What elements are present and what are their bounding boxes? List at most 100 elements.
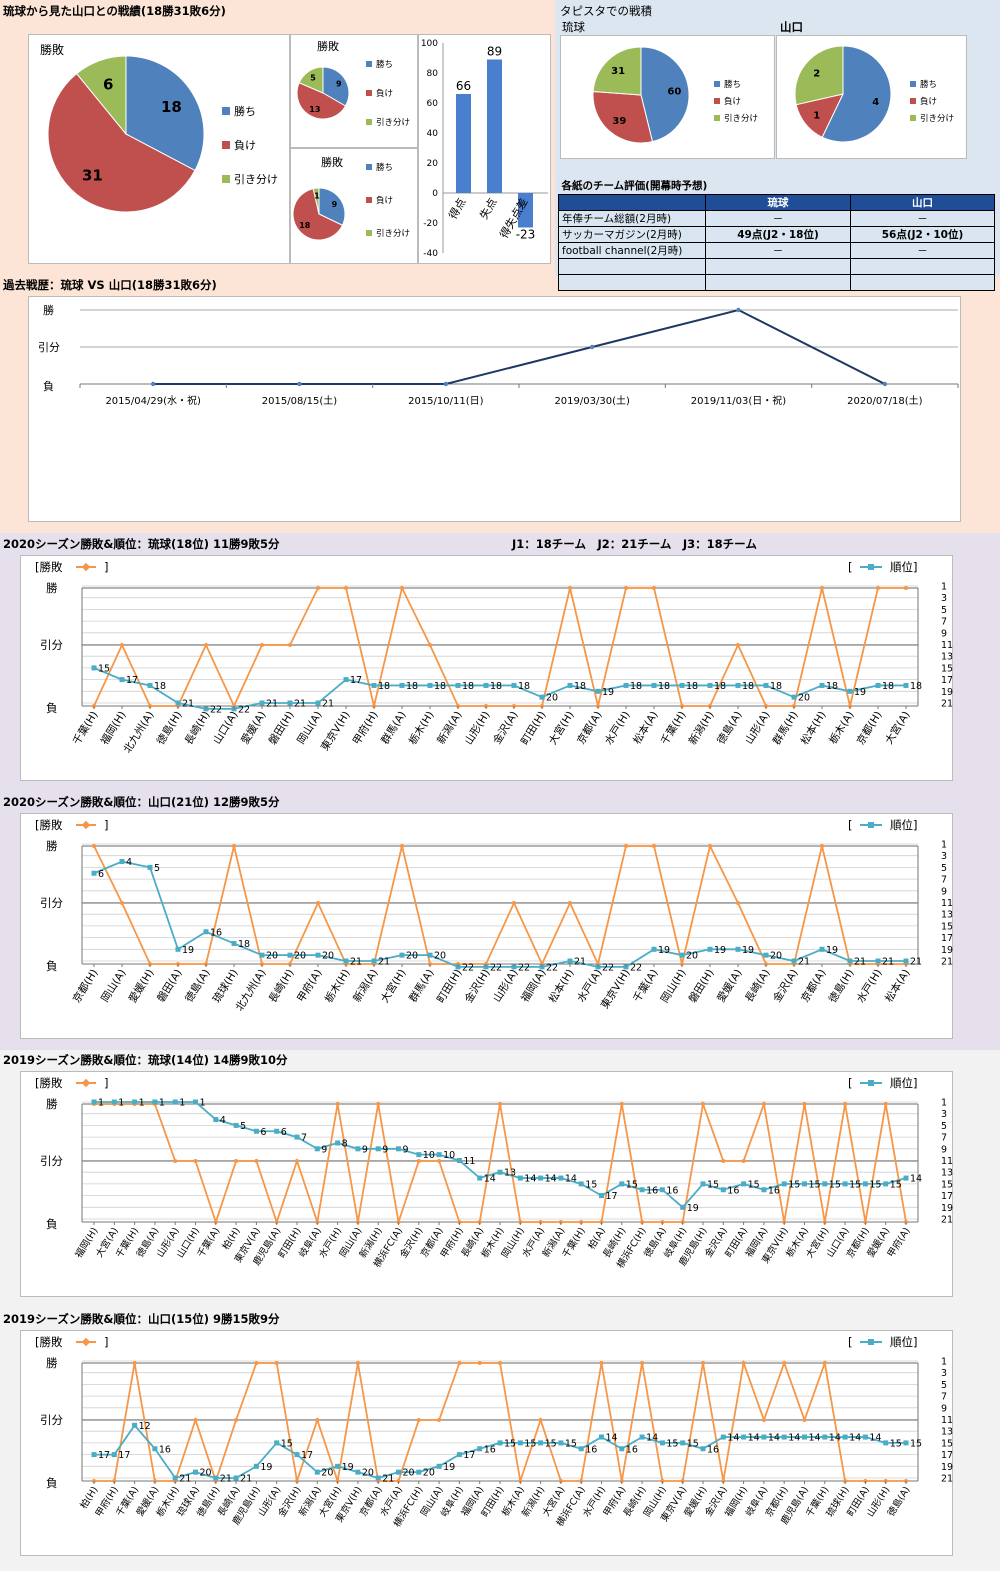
x-category-label: 岡山(H) (659, 967, 689, 1005)
rank-point (371, 682, 377, 688)
rank-value-label: 22 (630, 962, 642, 973)
x-category-label: 栃木(H) (406, 709, 437, 747)
rank-value-label: 20 (266, 951, 278, 962)
rank-value-label: 15 (809, 1179, 821, 1190)
x-category-label: 甲府(H) (350, 709, 381, 747)
rank-point (822, 1434, 828, 1440)
history-date-label: 2019/11/03(日・祝) (691, 394, 787, 407)
result-point (701, 1361, 705, 1365)
rank-value-label: 17 (301, 1450, 313, 1461)
x-category-label: 琉球(H) (210, 967, 241, 1005)
rank-point (119, 859, 125, 865)
rank-value-label: 18 (882, 681, 894, 692)
pie-slice (794, 45, 844, 106)
rank-point (819, 946, 825, 952)
rank-value-label: 16 (646, 1185, 658, 1196)
rank-point (802, 1181, 807, 1187)
rank-tick: 5 (941, 1121, 947, 1132)
result-point (315, 1418, 320, 1422)
result-point (335, 1102, 340, 1106)
evaluation-table-title: 各紙のチーム評価(開幕時予想) (558, 178, 995, 195)
bar-tick: 80 (427, 69, 439, 79)
pie-title: 勝敗 (321, 155, 343, 169)
result-point (782, 1361, 787, 1365)
rank-value-label: 14 (606, 1433, 618, 1444)
bar-value-label: -23 (516, 228, 536, 242)
rank-point (741, 1434, 747, 1440)
rank-value-label: 6 (260, 1127, 266, 1138)
pie-slice (75, 55, 127, 136)
x-category-label: 磐田(H) (266, 709, 297, 747)
history-chart-panel (28, 296, 961, 522)
rank-value-label: 20 (434, 951, 446, 962)
yamaguchi-2019-title: 2019シーズン勝敗&順位：山口(15位) 9勝15敗9分 (3, 1312, 280, 1326)
rank-value-label: 1 (139, 1098, 145, 1109)
league-note: J1：18チーム J2：21チーム J3：18チーム (512, 537, 757, 551)
rank-point (735, 946, 741, 952)
rank-point (903, 1175, 909, 1181)
rank-point (152, 1446, 158, 1452)
x-category-label: 群馬(A) (378, 709, 408, 747)
rank-tick: 7 (941, 875, 947, 886)
rank-value-label: 5 (240, 1121, 246, 1132)
rank-value-label: 15 (788, 1179, 800, 1190)
legend-swatch (366, 230, 372, 236)
result-point (193, 1159, 198, 1163)
rank-point (253, 1128, 259, 1134)
rank-point (427, 952, 433, 958)
bar-tick: -40 (423, 249, 438, 259)
rank-point (259, 952, 265, 958)
bar-tick: 60 (427, 99, 439, 109)
legend-rank-label: 順位] (890, 818, 918, 832)
rank-value-label: 18 (154, 681, 166, 692)
legend-rank-marker (868, 564, 874, 570)
rank-value-label: 21 (882, 957, 894, 968)
rank-point (436, 1152, 442, 1158)
rank-value-label: 15 (829, 1179, 841, 1190)
rank-point (862, 1181, 868, 1187)
pie-label: 2 (813, 69, 820, 80)
rank-point (791, 958, 797, 964)
rank-point (707, 682, 713, 688)
result-point (204, 643, 208, 647)
rank-point (680, 1440, 686, 1446)
result-line (93, 843, 906, 967)
rank-value-label: 16 (585, 1444, 597, 1455)
rank-point (883, 1440, 889, 1446)
rank-point (558, 1440, 564, 1446)
rank-point (883, 1181, 889, 1187)
legend-swatch (910, 81, 916, 87)
rank-point (639, 1434, 645, 1440)
rank-value-label: 8 (342, 1138, 348, 1149)
result-point (400, 586, 404, 590)
rank-point (875, 958, 881, 964)
x-category-label: 山形(A) (743, 709, 772, 746)
result-point (512, 901, 516, 905)
tapista-right-label: 山口 (780, 20, 803, 34)
legend-result-label: [勝敗 (35, 560, 63, 574)
rank-point (578, 1446, 584, 1452)
bar-tick: 100 (421, 39, 438, 49)
rank-value-label: 18 (490, 681, 502, 692)
y-label-draw: 引分 (40, 1154, 63, 1168)
result-point (416, 1159, 421, 1163)
rank-point (822, 1181, 828, 1187)
rank-point (511, 682, 517, 688)
rank-value-label: 16 (159, 1444, 171, 1455)
x-category-label: 山形(H) (463, 709, 493, 747)
legend-label: 引き分け (376, 118, 410, 128)
history-point (443, 381, 449, 387)
legend-rank-label: 順位] (890, 1335, 918, 1349)
x-category-label: 京都(H) (854, 709, 885, 747)
page-title: 琉球から見た山口との戦績(18勝31敗6分) (3, 4, 226, 18)
rank-point (763, 952, 769, 958)
rank-value-label: 21 (182, 699, 194, 710)
rank-point (659, 1440, 665, 1446)
yamaguchi-2020-title: 2020シーズン勝敗&順位：山口(21位) 12勝9敗5分 (3, 795, 280, 809)
rank-value-label: 15 (869, 1179, 881, 1190)
legend-swatch (222, 107, 230, 115)
result-point (904, 586, 908, 590)
rank-value-label: 20 (406, 951, 418, 962)
result-point (173, 1159, 178, 1163)
